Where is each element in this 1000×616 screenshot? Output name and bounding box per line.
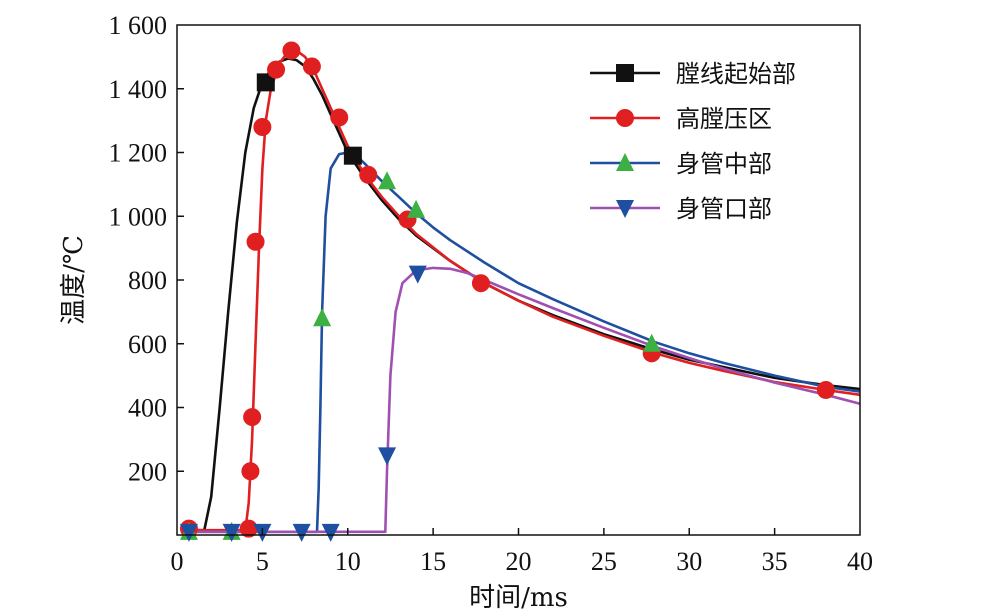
- data-point-series-3: [313, 308, 332, 327]
- data-point-series-4: [222, 523, 241, 542]
- y-tick-label: 1 400: [109, 75, 168, 104]
- data-point-series-3: [407, 199, 426, 218]
- data-point-series-2: [359, 165, 378, 184]
- data-point-series-4: [292, 523, 311, 542]
- legend-marker-2: [616, 109, 634, 127]
- series-line-3: [185, 151, 861, 534]
- x-tick-label: 5: [256, 547, 269, 576]
- data-point-series-2: [282, 41, 301, 60]
- legend-marker-4: [616, 200, 634, 218]
- data-point-series-2: [253, 118, 272, 136]
- x-tick-label: 25: [591, 547, 617, 576]
- data-point-series-2: [239, 519, 258, 538]
- x-tick-label: 20: [506, 547, 532, 576]
- legend-label-3: 身管中部: [676, 150, 772, 178]
- plot-frame: [176, 24, 861, 536]
- y-tick-label: 200: [128, 457, 167, 486]
- data-point-series-2: [471, 274, 490, 293]
- y-tick-label: 600: [128, 330, 167, 359]
- data-point-series-2: [243, 408, 262, 427]
- legend-label-1: 膛线起始部: [676, 60, 796, 88]
- series-line-2: [185, 49, 861, 532]
- y-tick-label: 1 000: [109, 202, 168, 231]
- data-point-series-2: [330, 108, 349, 127]
- data-point-series-1: [343, 146, 362, 165]
- data-point-series-2: [241, 462, 260, 481]
- data-point-series-4: [378, 447, 397, 466]
- x-tick-label: 15: [420, 547, 446, 576]
- series-markers: [179, 41, 835, 542]
- data-point-series-2: [816, 380, 835, 399]
- y-axis-ticks: 200 400 600 800 1 000 1 200 1 400 1 600: [109, 11, 184, 486]
- x-tick-label: 40: [847, 547, 873, 576]
- data-point-series-2: [246, 232, 265, 251]
- legend-label-4: 身管口部: [676, 195, 772, 223]
- y-axis-label: 温度/℃: [59, 235, 89, 325]
- data-point-series-1: [256, 73, 275, 92]
- data-point-series-3: [378, 171, 397, 190]
- legend-marker-1: [616, 64, 634, 82]
- data-point-series-4: [179, 523, 198, 542]
- x-tick-label: 0: [171, 547, 184, 576]
- y-tick-label: 1 200: [109, 139, 168, 168]
- x-axis-label: 时间/ms: [469, 583, 568, 613]
- data-point-series-3: [642, 333, 661, 352]
- legend-label-2: 高膛压区: [676, 105, 772, 133]
- y-tick-label: 800: [128, 266, 167, 295]
- data-point-series-2: [302, 57, 321, 76]
- x-tick-label: 10: [335, 547, 361, 576]
- data-point-series-4: [408, 265, 427, 284]
- data-point-series-2: [267, 60, 286, 79]
- data-point-series-4: [321, 523, 340, 542]
- series-line-4: [185, 266, 861, 534]
- y-tick-label: 400: [128, 394, 167, 423]
- legend-marker-3: [616, 153, 634, 171]
- x-tick-label: 30: [676, 547, 702, 576]
- y-tick-label: 1 600: [109, 11, 168, 40]
- x-tick-label: 35: [762, 547, 788, 576]
- x-axis-ticks: 0 5 10 15 20 25 30 35 40: [171, 528, 873, 576]
